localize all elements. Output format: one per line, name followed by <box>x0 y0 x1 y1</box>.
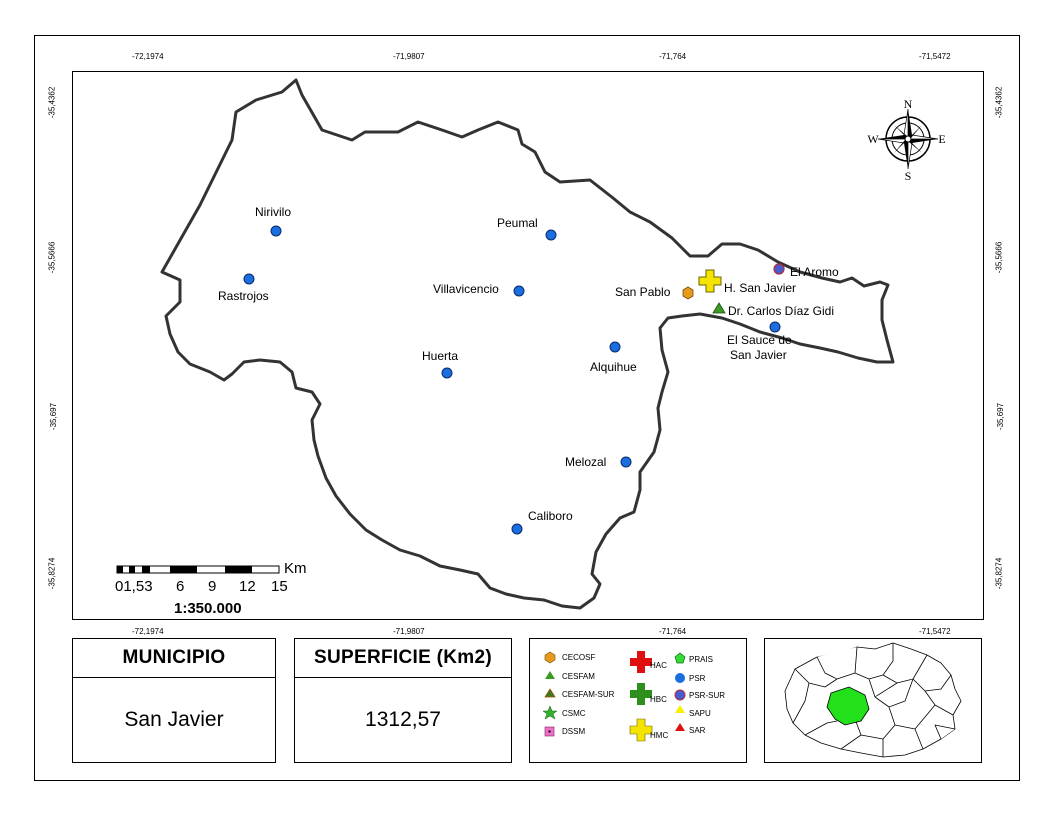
label-villavicencio: Villavicencio <box>433 282 499 296</box>
map-frame <box>34 35 1020 781</box>
coord-left-3: -35,697 <box>49 402 59 431</box>
locator-highlight-san-javier <box>826 686 870 726</box>
legend-psr-icon <box>675 673 685 683</box>
legend-cesfam-label: CESFAM <box>562 672 595 681</box>
compass-w: W <box>867 132 879 146</box>
label-el-sauce-line2: San Javier <box>730 348 787 362</box>
legend-dssm-label: DSSM <box>562 727 586 736</box>
coord-bottom-1: -72,1974 <box>132 627 164 636</box>
label-huerta: Huerta <box>422 349 458 363</box>
scale-tick-6: 6 <box>176 578 185 595</box>
legend-sapu-label: SAPU <box>689 709 711 718</box>
marker-huerta[interactable] <box>441 367 453 379</box>
marker-el-aromo[interactable] <box>773 263 785 275</box>
label-h-san-javier: H. San Javier <box>724 281 796 295</box>
legend-cecosf-icon <box>544 651 556 664</box>
compass-e: E <box>938 132 945 146</box>
coord-right-3: -35,697 <box>996 402 1006 431</box>
coord-right-1: -35,4362 <box>994 86 1004 119</box>
municipio-box: MUNICIPIO San Javier <box>72 638 276 763</box>
scale-tick-0: 01,53 <box>115 578 153 595</box>
marker-nirivilo[interactable] <box>270 225 282 237</box>
legend-psr-sur-label: PSR-SUR <box>689 691 726 700</box>
legend-csmc-icon <box>542 705 558 720</box>
compass-rose-icon <box>877 108 939 170</box>
legend-cesfam-icon <box>545 671 555 679</box>
legend-hmc-label: HMC <box>650 731 669 740</box>
label-melozal: Melozal <box>565 455 606 469</box>
coord-bottom-4: -71,5472 <box>919 627 951 636</box>
marker-dr-carlos-diaz-gidi[interactable] <box>712 302 726 314</box>
marker-villavicencio[interactable] <box>513 285 525 297</box>
coord-left-4: -35,8274 <box>47 557 57 590</box>
scale-unit: Km <box>284 560 307 577</box>
coord-bottom-3: -71,764 <box>659 627 687 636</box>
legend-cesfam-sur-label: CESFAM-SUR <box>562 690 615 699</box>
coord-left-2: -35,5666 <box>47 241 57 274</box>
legend-hac-icon <box>630 651 652 673</box>
compass-n: N <box>904 97 913 111</box>
label-nirivilo: Nirivilo <box>255 205 291 219</box>
marker-san-pablo[interactable] <box>682 286 694 300</box>
coord-left-1: -35,4362 <box>47 86 57 119</box>
marker-peumal[interactable] <box>545 229 557 241</box>
legend-psr-label: PSR <box>689 674 706 683</box>
label-el-aromo: El Aromo <box>790 265 839 279</box>
locator-map-box[interactable] <box>764 638 982 763</box>
superficie-value: 1312,57 <box>365 708 441 731</box>
marker-rastrojos[interactable] <box>243 273 255 285</box>
legend-sapu-icon <box>675 705 685 713</box>
locator-map <box>784 642 962 758</box>
marker-melozal[interactable] <box>620 456 632 468</box>
coord-bottom-2: -71,9807 <box>393 627 425 636</box>
coord-top-1: -72,1974 <box>132 52 164 61</box>
map-canvas: N S E W Nirivilo Rastrojos Peumal Villav… <box>116 78 946 610</box>
superficie-label: SUPERFICIE (Km2) <box>295 639 511 678</box>
coord-top-4: -71,5472 <box>919 52 951 61</box>
legend-psr-sur-icon <box>674 689 686 701</box>
label-el-sauce-line1: El Sauce de <box>727 333 792 347</box>
label-rastrojos: Rastrojos <box>218 289 269 303</box>
label-san-pablo: San Pablo <box>615 285 671 299</box>
coord-top-2: -71,9807 <box>393 52 425 61</box>
legend-sar-label: SAR <box>689 726 706 735</box>
legend-hac-label: HAC <box>650 661 667 670</box>
coord-top-3: -71,764 <box>659 52 687 61</box>
legend-cecosf-label: CECOSF <box>562 653 596 662</box>
compass-s: S <box>905 169 912 183</box>
legend-sar-icon <box>675 723 685 731</box>
legend-csmc-label: CSMC <box>562 709 586 718</box>
label-dr-carlos-diaz-gidi: Dr. Carlos Díaz Gidi <box>728 304 834 318</box>
commune-boundary <box>160 78 895 610</box>
legend-box: CECOSF CESFAM CESFAM-SUR CSMC DSSM HAC H… <box>529 638 747 763</box>
coord-right-2: -35,5666 <box>994 241 1004 274</box>
label-alquihue: Alquihue <box>590 360 637 374</box>
label-caliboro: Caliboro <box>528 509 573 523</box>
scale-ratio: 1:350.000 <box>174 600 242 617</box>
legend-hbc-label: HBC <box>650 695 667 704</box>
scale-tick-12: 12 <box>239 578 256 595</box>
legend-prais-label: PRAIS <box>689 655 714 664</box>
legend-cesfam-sur-icon <box>544 688 556 698</box>
municipio-label: MUNICIPIO <box>73 639 275 678</box>
marker-h-san-javier[interactable] <box>698 269 722 293</box>
scale-bar <box>116 565 280 574</box>
psr-markers <box>243 225 781 535</box>
municipio-value: San Javier <box>124 708 224 731</box>
marker-caliboro[interactable] <box>511 523 523 535</box>
legend-hbc-icon <box>630 683 652 705</box>
scale-tick-15: 15 <box>271 578 288 595</box>
marker-alquihue[interactable] <box>609 341 621 353</box>
label-peumal: Peumal <box>497 216 538 230</box>
main-map[interactable]: N S E W Nirivilo Rastrojos Peumal Villav… <box>72 71 984 620</box>
legend-symbols <box>542 651 686 742</box>
legend-prais-icon <box>674 652 686 664</box>
marker-el-sauce[interactable] <box>769 321 781 333</box>
superficie-box: SUPERFICIE (Km2) 1312,57 <box>294 638 512 763</box>
legend-hmc-icon <box>629 718 653 742</box>
scale-tick-9: 9 <box>208 578 217 595</box>
coord-right-4: -35,8274 <box>994 557 1004 590</box>
